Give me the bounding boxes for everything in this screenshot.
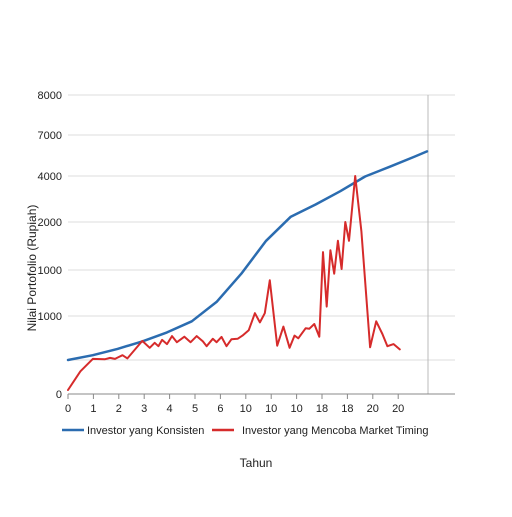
y-tick-label: 0 (56, 389, 62, 401)
x-tick-label: 6 (217, 403, 223, 415)
x-tick-label: 3 (141, 403, 147, 415)
x-tick-label: 2 (116, 403, 122, 415)
x-tick-label: 4 (167, 403, 173, 415)
y-tick-label: 8000 (38, 90, 62, 102)
x-tick-label: 10 (240, 403, 252, 415)
y-tick-label: 1000 (38, 311, 62, 323)
x-tick-label: 10 (290, 403, 302, 415)
x-tick-label: 5 (192, 403, 198, 415)
x-tick-label: 20 (392, 403, 404, 415)
x-tick-label: 18 (341, 403, 353, 415)
x-tick-label: 18 (316, 403, 328, 415)
series-line-market-timing (67, 175, 401, 391)
y-tick-label: 2000 (38, 217, 62, 229)
legend-label: Investor yang Konsisten (87, 425, 204, 437)
x-tick-label: 20 (367, 403, 379, 415)
axes: 0 1000 1000 2000 4000 7000 8000 0 1 2 3 4 5 6 10 10 10 18… (38, 90, 455, 415)
y-axis-title: Nilai Portofolio (Rupiah) (25, 205, 39, 332)
x-tick-label: 1 (90, 403, 96, 415)
legend-label: Investor yang Mencoba Market Timing (242, 425, 428, 437)
y-tick-label: 7000 (38, 130, 62, 142)
gridlines (68, 94, 455, 394)
x-tick-label: 0 (65, 403, 71, 415)
x-tick-label: 10 (265, 403, 277, 415)
legend: Investor yang Konsisten Investor yang Men… (62, 425, 428, 437)
x-axis-title: Tahun (240, 456, 273, 470)
y-tick-label: 1000 (38, 265, 62, 277)
series-line-konsisten (66, 150, 429, 362)
series-lines (66, 150, 429, 391)
y-tick-label: 4000 (38, 171, 62, 183)
